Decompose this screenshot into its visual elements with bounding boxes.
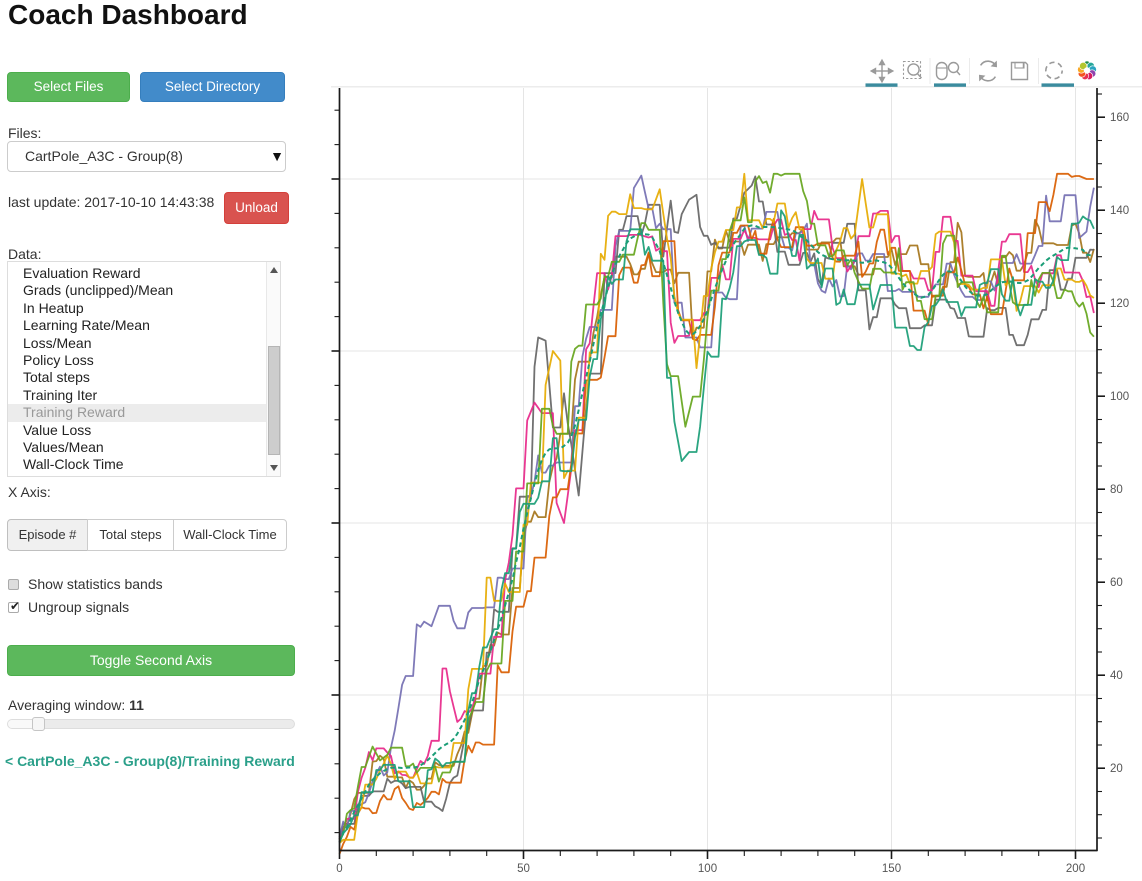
svg-text:20: 20 — [1110, 763, 1123, 775]
svg-text:50: 50 — [517, 863, 530, 875]
svg-text:80: 80 — [1110, 484, 1123, 496]
svg-text:200: 200 — [1066, 863, 1085, 875]
svg-text:0: 0 — [336, 863, 342, 875]
svg-text:100: 100 — [698, 863, 717, 875]
svg-text:160: 160 — [1110, 112, 1129, 124]
svg-text:140: 140 — [1110, 205, 1129, 217]
svg-text:60: 60 — [1110, 577, 1123, 589]
svg-text:40: 40 — [1110, 670, 1123, 682]
svg-text:150: 150 — [882, 863, 901, 875]
svg-text:100: 100 — [1110, 391, 1129, 403]
svg-text:120: 120 — [1110, 298, 1129, 310]
